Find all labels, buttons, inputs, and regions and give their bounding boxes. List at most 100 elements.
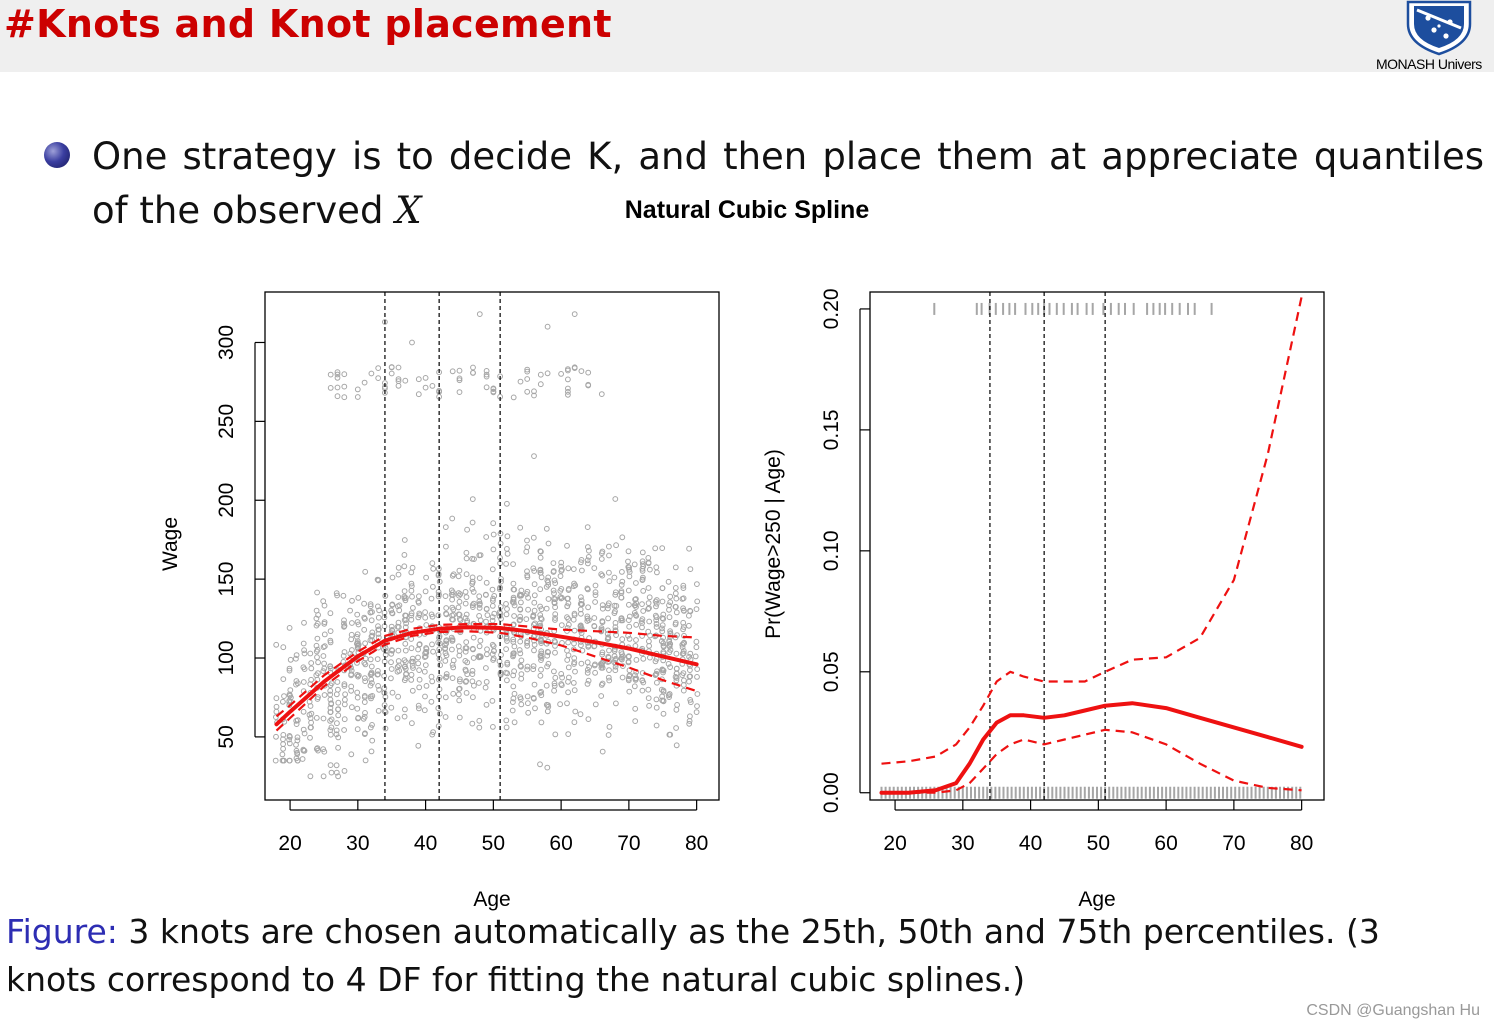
data-point (462, 589, 469, 595)
data-point (538, 616, 545, 623)
data-point (570, 566, 577, 573)
data-point (355, 642, 362, 649)
data-point (599, 662, 605, 669)
data-point (299, 756, 306, 762)
data-point (545, 703, 552, 710)
data-point (321, 643, 328, 650)
data-point (611, 574, 618, 581)
data-point (470, 600, 477, 607)
data-point (517, 696, 524, 702)
data-point (313, 607, 320, 614)
data-point (456, 697, 463, 704)
data-point (537, 761, 543, 768)
data-point (394, 715, 401, 722)
data-point (389, 574, 396, 581)
data-point (355, 595, 362, 601)
data-point (686, 720, 693, 727)
data-point (348, 687, 355, 694)
figure-caption: Figure: 3 knots are chosen automatically… (6, 908, 1446, 1004)
data-point (395, 624, 402, 630)
data-point (631, 561, 638, 568)
data-point (442, 642, 448, 649)
data-point (571, 655, 578, 662)
data-point (619, 578, 626, 585)
data-point (469, 578, 476, 585)
data-point (665, 661, 672, 667)
data-point (450, 690, 457, 697)
data-point (578, 642, 584, 649)
data-point (490, 385, 497, 392)
data-point (654, 668, 660, 675)
data-point (558, 371, 564, 377)
data-point (545, 596, 552, 602)
data-point (442, 714, 449, 720)
data-point (626, 613, 633, 620)
data-point (632, 596, 638, 603)
data-point (354, 689, 361, 696)
data-point (672, 585, 679, 591)
data-point (510, 394, 517, 401)
data-point (517, 650, 524, 657)
data-point (416, 593, 422, 600)
data-point (550, 568, 557, 574)
data-point (673, 604, 679, 610)
data-point (463, 645, 470, 652)
data-point (477, 637, 484, 644)
data-point (653, 696, 660, 703)
data-point (408, 616, 415, 623)
data-point (443, 605, 450, 611)
data-point (537, 652, 544, 659)
data-point (584, 681, 591, 687)
data-point (313, 715, 320, 721)
data-point (483, 679, 490, 685)
data-point (354, 631, 361, 638)
data-point (368, 663, 375, 670)
data-point (591, 565, 598, 572)
data-point (633, 675, 640, 682)
data-point (436, 710, 443, 717)
data-point (422, 650, 429, 657)
data-point (552, 604, 558, 611)
data-point (559, 674, 565, 681)
data-point (463, 555, 470, 562)
data-point (632, 705, 639, 712)
data-point (639, 620, 645, 626)
data-point (376, 607, 383, 614)
data-point (673, 595, 680, 602)
data-point (314, 654, 320, 661)
data-point (301, 730, 308, 737)
data-point (354, 394, 361, 400)
data-point (469, 519, 476, 526)
data-point (443, 652, 450, 659)
data-point (660, 634, 666, 641)
data-point (660, 698, 667, 705)
data-point (402, 377, 409, 384)
data-point (544, 652, 551, 659)
data-point (626, 601, 632, 608)
data-point (354, 611, 361, 618)
data-point (388, 659, 394, 666)
x-tick-label: 80 (685, 832, 708, 855)
data-point (449, 637, 456, 644)
data-point (612, 589, 619, 596)
data-point (327, 731, 334, 738)
data-point (368, 676, 375, 683)
data-point (686, 622, 692, 629)
data-point (301, 619, 307, 626)
data-point (652, 658, 659, 665)
data-point (456, 611, 463, 618)
data-point (272, 757, 279, 764)
data-point (408, 658, 415, 665)
data-point (320, 598, 327, 605)
data-point (599, 680, 606, 687)
data-point (483, 701, 490, 708)
figure: Natural Cubic Spline 20 30 40 50 60 70 80 Age 50… (0, 190, 1494, 920)
x-tick-label: 40 (1019, 832, 1042, 855)
data-point (457, 591, 464, 598)
data-point (625, 617, 632, 624)
data-point (646, 605, 652, 612)
data-point (463, 594, 470, 601)
data-point (301, 666, 308, 673)
data-point (577, 622, 584, 629)
data-point (354, 619, 361, 625)
